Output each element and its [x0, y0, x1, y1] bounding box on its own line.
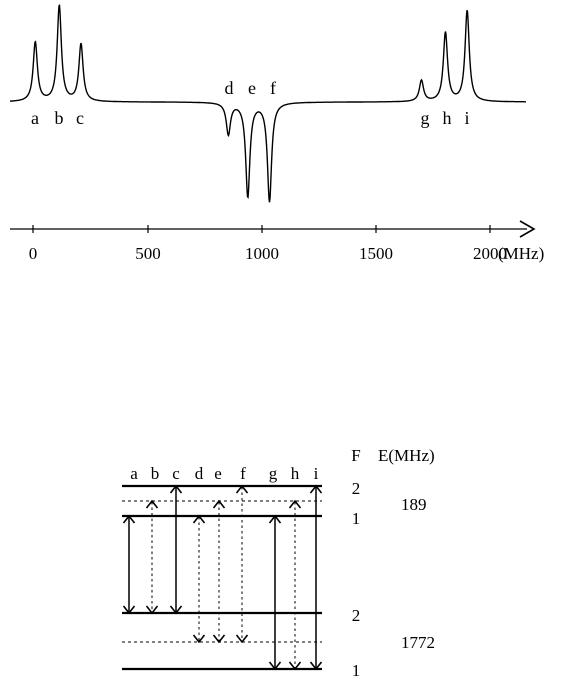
peak-label-c: c — [76, 108, 84, 128]
transition-e-arrowhead-up — [212, 499, 226, 509]
peak-label-f: f — [270, 78, 276, 98]
transition-d-arrowhead-down — [192, 634, 206, 644]
transition-a-arrowhead-down — [122, 605, 136, 615]
transition-label-b: b — [151, 464, 160, 483]
transition-b-arrowhead-down — [145, 605, 159, 615]
tick-label-500: 500 — [135, 244, 161, 263]
peak-label-i: i — [464, 108, 469, 128]
axis-unit-label: (MHz) — [498, 244, 544, 263]
upper-splitting: 189 — [401, 495, 427, 514]
tick-label-1500: 1500 — [359, 244, 393, 263]
transition-c-arrowhead-up — [169, 484, 183, 494]
frequency-axis: 0 500 1000 1500 2000 (MHz) — [10, 220, 544, 263]
transition-label-f: f — [240, 464, 246, 483]
E-header: E(MHz) — [378, 446, 435, 465]
transition-label-h: h — [291, 464, 300, 483]
lower-splitting: 1772 — [401, 633, 435, 652]
transition-h-arrowhead-down — [288, 661, 302, 671]
spectrum-plot: a b c d e f g h i — [10, 4, 526, 203]
transition-label-e: e — [214, 464, 222, 483]
transition-h-arrowhead-up — [288, 499, 302, 509]
transition-arrows — [122, 484, 323, 671]
upper-F-top: 2 — [352, 479, 361, 498]
transition-e-arrowhead-down — [212, 634, 226, 644]
transition-label-g: g — [269, 464, 278, 483]
F-header: F — [351, 446, 360, 465]
tick-label-1000: 1000 — [245, 244, 279, 263]
peak-label-b: b — [55, 108, 64, 128]
peak-label-g: g — [421, 108, 430, 128]
upper-F-bottom: 1 — [352, 509, 361, 528]
transition-c-arrowhead-down — [169, 605, 183, 615]
axis-arrowhead — [519, 220, 536, 238]
lower-F-bottom: 1 — [352, 661, 361, 679]
transition-label-i: i — [314, 464, 319, 483]
transition-b-arrowhead-up — [145, 499, 159, 509]
peak-label-h: h — [443, 108, 452, 128]
peak-label-a: a — [31, 108, 39, 128]
transition-g-arrowhead-up — [268, 514, 282, 524]
peak-label-d: d — [225, 78, 234, 98]
transition-label-a: a — [130, 464, 138, 483]
transition-label-c: c — [172, 464, 180, 483]
transition-f-arrowhead-up — [235, 484, 249, 494]
tick-label-2000: 2000 — [473, 244, 507, 263]
transition-f-arrowhead-down — [235, 634, 249, 644]
spectrum-curve — [10, 4, 526, 203]
tick-label-0: 0 — [29, 244, 38, 263]
transition-d-arrowhead-up — [192, 514, 206, 524]
transition-i-arrowhead-up — [309, 484, 323, 494]
transition-a-arrowhead-up — [122, 514, 136, 524]
energy-level-diagram: a b c d e f g h i F E(MHz) 2 1 189 2 1 1… — [122, 446, 435, 679]
transition-label-d: d — [195, 464, 204, 483]
lower-F-top: 2 — [352, 606, 361, 625]
transition-g-arrowhead-down — [268, 661, 282, 671]
transition-i-arrowhead-down — [309, 661, 323, 671]
peak-label-e: e — [248, 78, 256, 98]
